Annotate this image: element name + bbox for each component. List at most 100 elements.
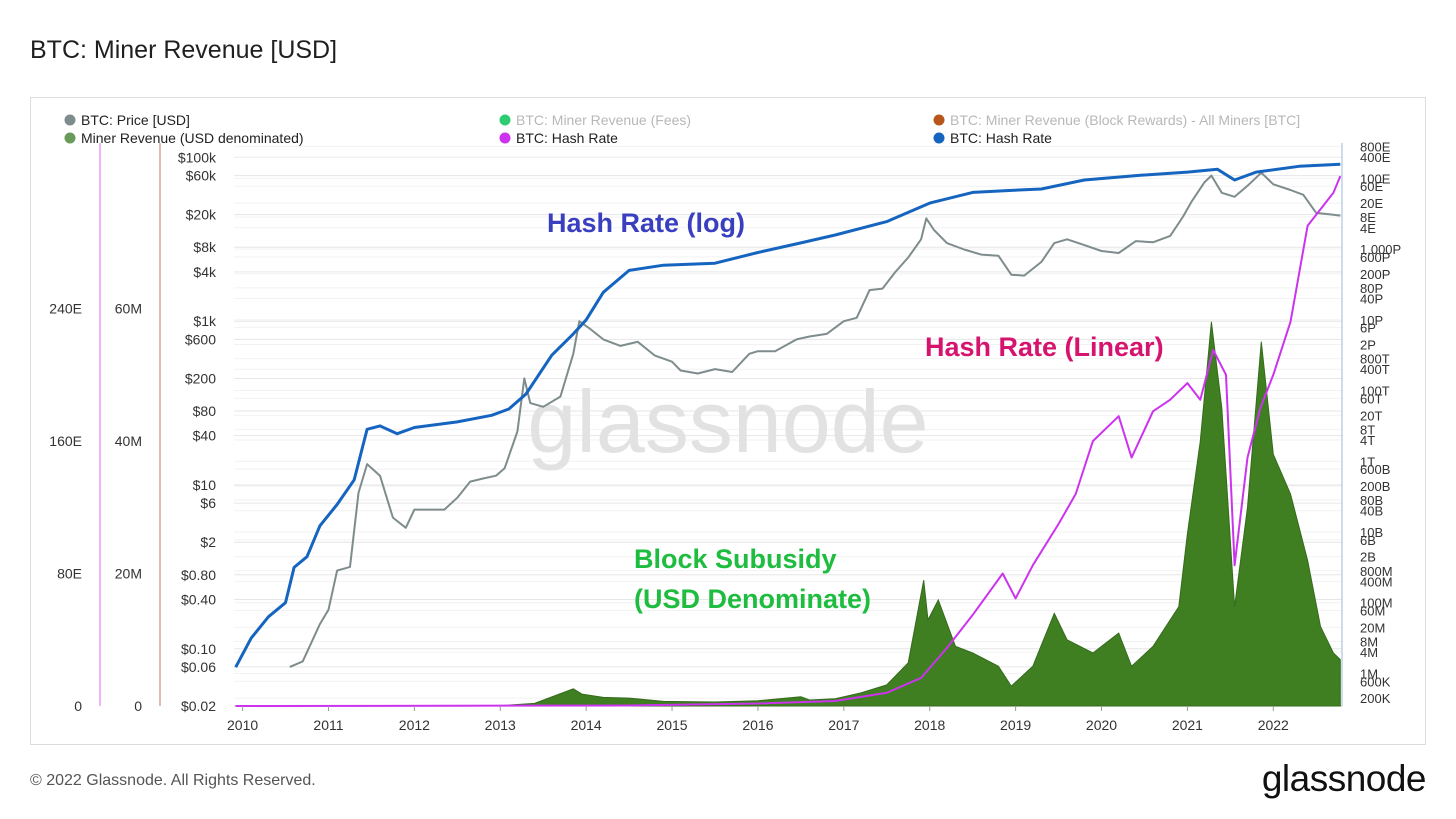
hashrate-log-axis-tick: 600B xyxy=(1360,462,1390,477)
legend-item[interactable]: BTC: Hash Rate xyxy=(933,130,1053,146)
hashrate-log-axis-tick: 20E xyxy=(1360,196,1383,211)
page-title: BTC: Miner Revenue [USD] xyxy=(30,36,338,64)
hashrate-log-axis-tick: 1M xyxy=(1360,666,1378,681)
series-btc-price-usd-price-log xyxy=(289,171,1341,668)
price-axis-tick: $0.10 xyxy=(181,641,216,657)
hashrate-log-axis-tick: 80P xyxy=(1360,281,1383,296)
hashrate-log-axis-tick: 200P xyxy=(1360,267,1390,282)
hashrate-log-axis-tick: 10P xyxy=(1360,313,1383,328)
price-axis-tick: $600 xyxy=(185,331,216,347)
x-tick-label: 2011 xyxy=(313,717,343,733)
hashrate-log-axis-tick: 6P xyxy=(1360,321,1376,336)
x-tick-label: 2015 xyxy=(656,717,687,733)
price-axis-tick: $4k xyxy=(193,264,217,280)
price-axis-tick: $2 xyxy=(200,534,216,550)
legend: BTC: Price [USD] BTC: Miner Revenue (Fees… xyxy=(64,112,1301,146)
x-tick-label: 2016 xyxy=(742,717,773,733)
annotations: Hash Rate (log) Hash Rate (Linear) Block… xyxy=(547,208,1164,614)
hashrate-log-axis-tick: 4T xyxy=(1360,433,1375,448)
hashrate-log-axis-tick: 6B xyxy=(1360,533,1376,548)
hashrate-log-axis-tick: 20T xyxy=(1360,408,1382,423)
revenue-axis-tick: 0 xyxy=(134,698,142,714)
x-tick-label: 2017 xyxy=(828,717,859,733)
x-tick-label: 2020 xyxy=(1086,717,1117,733)
x-tick-label: 2012 xyxy=(399,717,430,733)
hashrate-log-axis-tick: 1,000P xyxy=(1360,242,1401,257)
revenue-axis-tick: 20M xyxy=(115,566,142,582)
x-tick-label: 2010 xyxy=(227,717,258,733)
series-miner-revenue-usd-denominated-area xyxy=(235,321,1341,707)
price-axis-tick: $0.06 xyxy=(181,659,216,675)
hashrate-log-axis-tick: 100E xyxy=(1360,171,1391,186)
legend-item[interactable]: BTC: Hash Rate xyxy=(499,130,619,146)
legend-label: BTC: Hash Rate xyxy=(950,130,1052,146)
legend-item[interactable]: BTC: Miner Revenue (Fees) xyxy=(499,112,692,128)
series-btc-hash-rate-hashrate-linear-left xyxy=(235,175,1342,707)
legend-item[interactable]: Miner Revenue (USD denominated) xyxy=(64,130,304,146)
hashrate-log-axis-tick: 60M xyxy=(1360,604,1385,619)
legend-label: BTC: Miner Revenue (Fees) xyxy=(516,112,691,128)
copyright-footer: © 2022 Glassnode. All Rights Reserved. xyxy=(30,772,316,789)
annotation-subsidy-line2: (USD Denominate) xyxy=(634,584,871,614)
hashrate-log-axis-tick: 400E xyxy=(1360,150,1391,165)
hashrate-log-axis-tick: 100T xyxy=(1360,384,1390,399)
ticks-layer: 2010 2011 2012 2013 2014 2015 2016 2017 2018 2019… xyxy=(49,139,1401,733)
hashrate-log-axis-tick: 40P xyxy=(1360,292,1383,307)
legend-swatch xyxy=(64,114,76,126)
hashrate-log-axis-tick: 600K xyxy=(1360,674,1391,689)
legend-swatch xyxy=(499,132,511,144)
hashrate-log-axis-tick: 60E xyxy=(1360,179,1383,194)
legend-label: BTC: Price [USD] xyxy=(81,112,190,128)
legend-item[interactable]: BTC: Miner Revenue (Block Rewards) - All… xyxy=(933,112,1301,128)
hashrate-linear-axis-tick: 0 xyxy=(74,698,82,714)
hashrate-log-axis-tick: 60T xyxy=(1360,391,1382,406)
x-tick-label: 2021 xyxy=(1172,717,1203,733)
hashrate-log-axis-tick: 8T xyxy=(1360,422,1375,437)
hashrate-log-axis-tick: 600P xyxy=(1360,250,1390,265)
legend-item[interactable]: BTC: Price [USD] xyxy=(64,112,190,128)
hashrate-log-axis-tick: 800E xyxy=(1360,139,1391,154)
x-tick-label: 2013 xyxy=(485,717,516,733)
glassnode-logo: glassnode xyxy=(1261,758,1427,799)
annotation-subsidy-line1: Block Subusidy xyxy=(634,544,837,574)
legend-swatch xyxy=(64,132,76,144)
series-layer xyxy=(234,162,1342,707)
price-axis-tick: $1k xyxy=(193,313,217,329)
hashrate-log-axis-tick: 100M xyxy=(1360,596,1393,611)
watermark: glassnode xyxy=(527,372,928,471)
hashrate-log-axis-tick: 800M xyxy=(1360,564,1393,579)
revenue-axis-tick: 60M xyxy=(115,301,142,317)
legend-label: BTC: Miner Revenue (Block Rewards) - All… xyxy=(950,112,1300,128)
price-axis-tick: $0.80 xyxy=(181,567,216,583)
hashrate-log-axis-tick: 4E xyxy=(1360,221,1376,236)
hashrate-log-axis-tick: 8M xyxy=(1360,635,1378,650)
hashrate-log-axis-tick: 20M xyxy=(1360,620,1385,635)
hashrate-linear-axis-tick: 160E xyxy=(49,433,82,449)
price-axis-tick: $60k xyxy=(186,168,217,184)
hashrate-log-axis-tick: 40B xyxy=(1360,504,1383,519)
hashrate-log-axis-tick: 400M xyxy=(1360,574,1393,589)
price-axis-tick: $80 xyxy=(193,403,217,419)
price-axis-tick: $0.02 xyxy=(181,698,216,714)
price-axis-tick: $10 xyxy=(193,477,217,493)
hashrate-log-axis-tick: 1T xyxy=(1360,454,1375,469)
price-axis-tick: $0.40 xyxy=(181,591,216,607)
annotation-hash-log: Hash Rate (log) xyxy=(547,208,745,238)
legend-swatch xyxy=(933,132,945,144)
x-tick-label: 2022 xyxy=(1258,717,1289,733)
annotation-hash-linear: Hash Rate (Linear) xyxy=(925,332,1164,362)
price-axis-tick: $100k xyxy=(178,149,217,165)
x-tick-label: 2019 xyxy=(1000,717,1031,733)
hashrate-log-axis-tick: 2P xyxy=(1360,338,1376,353)
x-tick-label: 2018 xyxy=(914,717,945,733)
x-tick-label: 2014 xyxy=(571,717,602,733)
revenue-axis-tick: 40M xyxy=(115,433,142,449)
price-axis-tick: $6 xyxy=(200,495,216,511)
hashrate-log-axis-tick: 200K xyxy=(1360,691,1391,706)
hashrate-log-axis-tick: 2B xyxy=(1360,550,1376,565)
legend-label: BTC: Hash Rate xyxy=(516,130,618,146)
chart-frame xyxy=(30,97,1426,745)
hashrate-linear-axis-tick: 80E xyxy=(57,566,82,582)
legend-swatch xyxy=(499,114,511,126)
